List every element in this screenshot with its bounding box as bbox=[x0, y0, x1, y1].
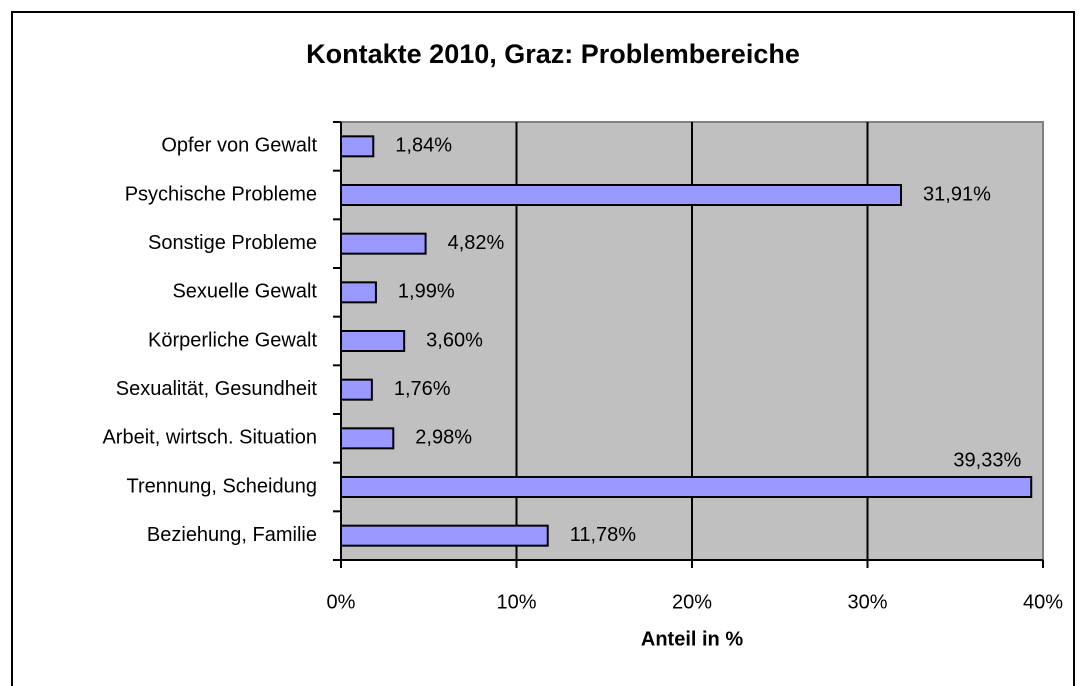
data-label: 2,98% bbox=[415, 427, 472, 449]
y-tick-label: Sonstige Probleme bbox=[148, 232, 317, 254]
data-label: 11,78% bbox=[570, 524, 637, 546]
bar bbox=[340, 232, 427, 255]
bar bbox=[340, 476, 1033, 498]
bar bbox=[340, 330, 406, 352]
chart-title: Kontakte 2010, Graz: Problembereiche bbox=[306, 39, 800, 69]
bar bbox=[340, 281, 377, 304]
y-tick-label: Beziehung, Familie bbox=[147, 524, 317, 546]
x-tick-label: 0% bbox=[327, 591, 356, 613]
x-tick-label: 40% bbox=[1023, 591, 1063, 613]
y-tick-label: Körperliche Gewalt bbox=[148, 329, 317, 351]
data-label: 4,82% bbox=[448, 232, 505, 254]
y-tick-label: Trennung, Scheidung bbox=[126, 475, 317, 497]
bar bbox=[340, 378, 373, 401]
bar bbox=[340, 135, 375, 158]
bar bbox=[340, 427, 395, 450]
data-label: 3,60% bbox=[426, 329, 483, 351]
data-label: 1,76% bbox=[394, 378, 451, 400]
data-label: 1,84% bbox=[395, 135, 452, 157]
data-label: 31,91% bbox=[923, 183, 991, 205]
x-axis-label: Anteil in % bbox=[641, 628, 743, 650]
y-tick-label: Opfer von Gewalt bbox=[161, 135, 317, 157]
x-tick-label: 20% bbox=[672, 591, 712, 613]
y-tick-label: Sexualität, Gesundheit bbox=[116, 378, 318, 400]
bar bbox=[340, 524, 549, 547]
x-tick-label: 30% bbox=[847, 591, 887, 613]
y-tick-label: Psychische Probleme bbox=[125, 183, 317, 205]
y-tick-label: Arbeit, wirtsch. Situation bbox=[102, 427, 317, 449]
y-tick-label: Sexuelle Gewalt bbox=[172, 281, 317, 303]
bar bbox=[340, 184, 903, 206]
data-label: 39,33% bbox=[953, 449, 1021, 471]
data-label: 1,99% bbox=[398, 281, 455, 303]
x-tick-label: 10% bbox=[496, 591, 536, 613]
